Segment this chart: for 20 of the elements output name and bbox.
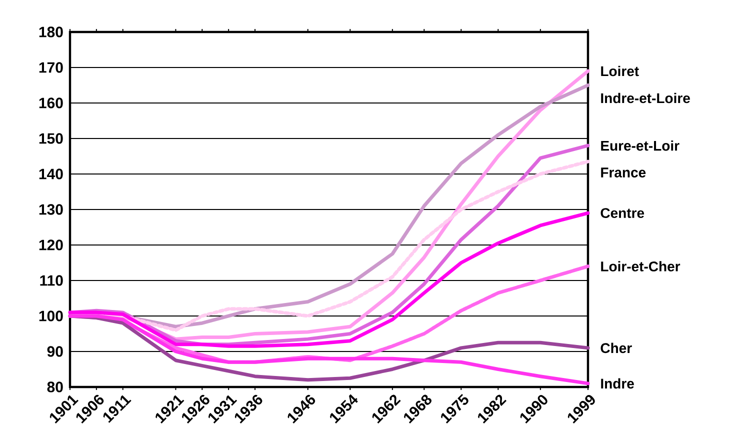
y-tick-label: 120 (39, 240, 63, 250)
y-tick-label: 160 (39, 98, 63, 108)
series-label: Centre (600, 208, 644, 218)
series-label: Eure-et-Loir (601, 140, 680, 151)
series-label: Loir-et-Cher (601, 261, 680, 272)
y-tick-label: 170 (39, 62, 63, 73)
y-tick-label: 130 (39, 204, 63, 215)
series-label: Indre (601, 378, 634, 389)
y-tick-label: 140 (39, 168, 63, 180)
series-label: Indre-et-Loire (601, 92, 690, 104)
y-tick-label: 180 (39, 26, 63, 38)
y-tick-label: 150 (39, 133, 63, 144)
series-label: France (601, 168, 646, 178)
line-series (68, 211, 590, 348)
y-tick-label: 90 (47, 346, 63, 357)
y-tick-label: 100 (39, 310, 63, 322)
series-label: Loiret (601, 66, 639, 76)
series-label: Cher (600, 342, 632, 354)
y-tick-label: 110 (40, 275, 63, 286)
y-tick-label: 80 (47, 382, 63, 392)
